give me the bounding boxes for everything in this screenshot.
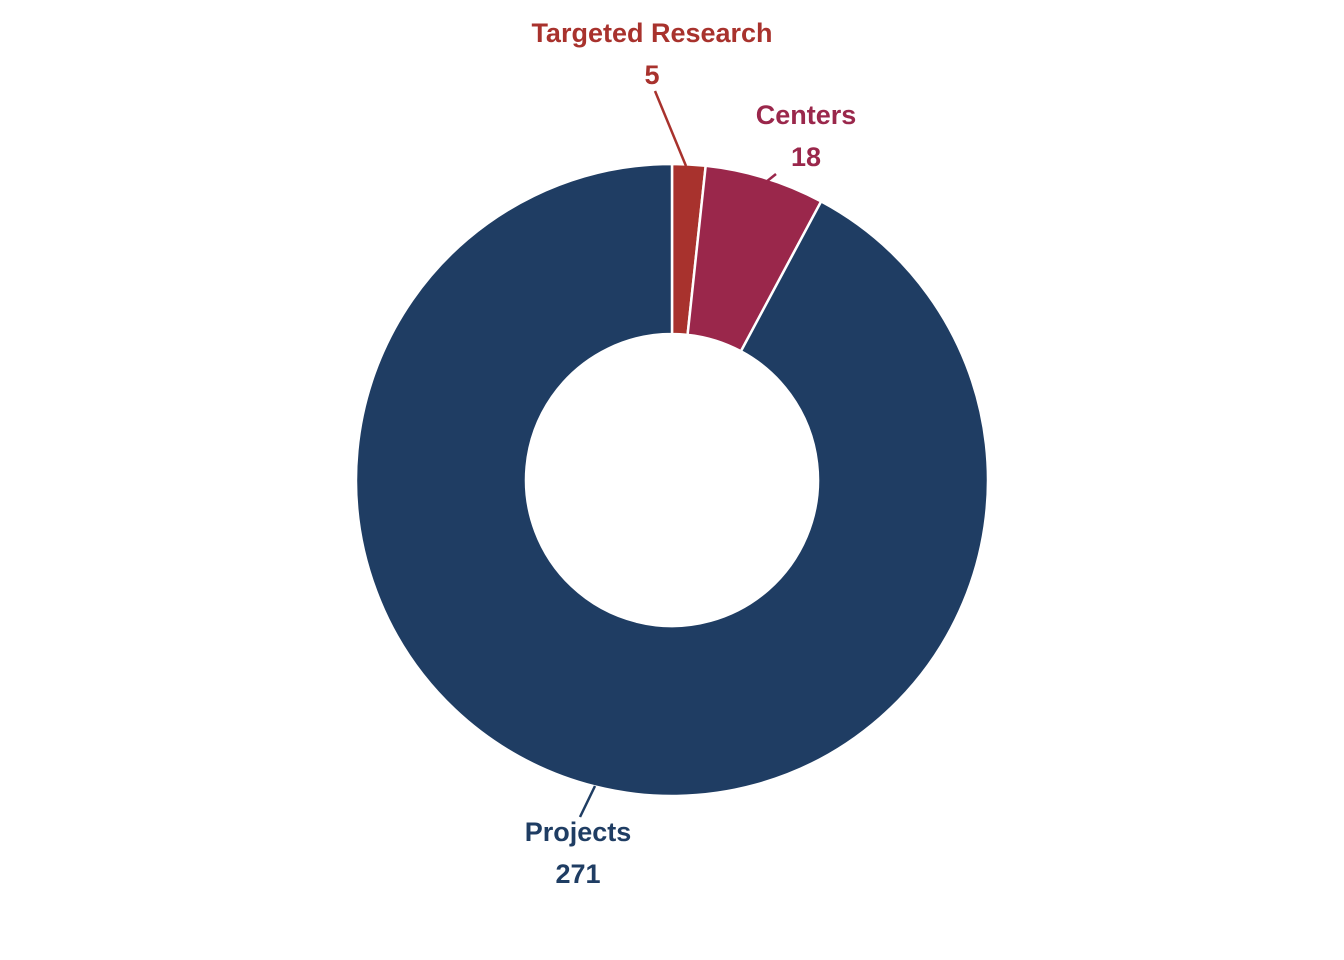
chart-slices <box>354 162 990 798</box>
slice-label-centers: Centers <box>756 100 857 130</box>
label-leader-lines <box>578 90 777 818</box>
slice-labels: Targeted Research 5 Centers 18 Projects 271 <box>525 18 857 889</box>
slice-projects <box>354 162 990 798</box>
slice-label-targeted-research: Targeted Research <box>531 18 772 48</box>
slice-value-projects: 271 <box>555 859 600 889</box>
slice-label-projects: Projects <box>525 817 632 847</box>
slice-value-targeted-research: 5 <box>644 60 659 90</box>
leader-line-targeted-research <box>653 90 688 167</box>
leader-line-projects <box>578 785 597 818</box>
slice-value-centers: 18 <box>791 142 821 172</box>
leader-line-centers <box>765 173 777 183</box>
